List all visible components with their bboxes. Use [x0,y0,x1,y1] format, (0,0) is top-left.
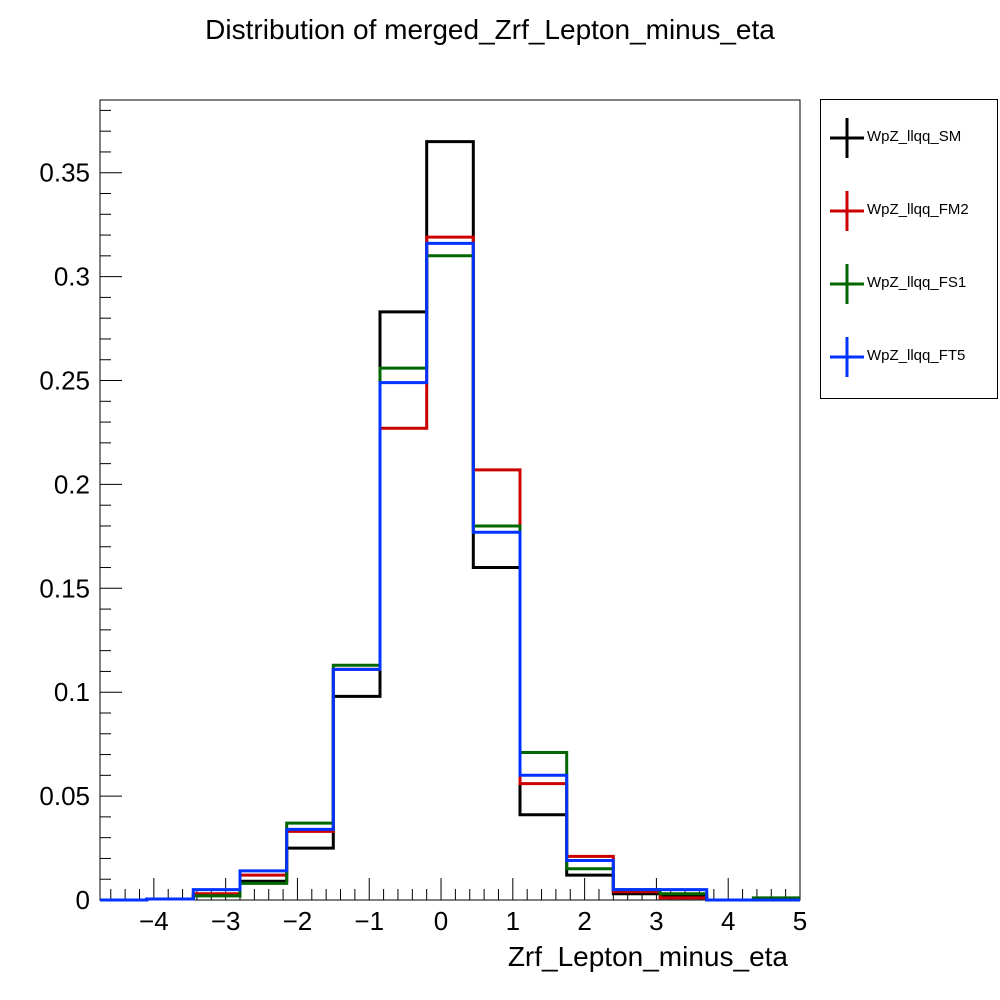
legend-marker [830,118,864,158]
x-tick-label: −3 [211,906,241,936]
x-axis-label: Zrf_Lepton_minus_eta [508,941,789,972]
series-line-3 [100,254,800,902]
chart-title: Distribution of merged_Zrf_Lepton_minus_… [205,14,775,45]
legend-label: WpZ_llqq_SM [867,128,962,145]
legend-marker [830,191,864,231]
legend-entry: WpZ_llqq_FM2 [821,191,997,231]
x-tick-label: −1 [354,906,384,936]
y-tick-label: 0.2 [54,469,90,499]
series-group [100,140,800,902]
legend-entry: WpZ_llqq_SM [821,118,997,158]
y-tick-label: 0.05 [39,781,90,811]
y-tick-label: 0.3 [54,262,90,292]
y-tick-label: 0.15 [39,573,90,603]
x-tick-label: −4 [139,906,169,936]
plot-frame [99,99,801,901]
x-tick-label: 3 [649,906,663,936]
y-tick-label: 0.25 [39,366,90,396]
legend-marker [830,337,864,377]
legend-marker [830,264,864,304]
y-axis: 0 0.05 0.1 0.15 0.2 0.25 0.3 0.35 [39,109,122,915]
legend-label: WpZ_llqq_FS1 [867,274,967,291]
x-tick-label: −2 [283,906,313,936]
legend-entry: WpZ_llqq_FS1 [821,264,997,304]
y-tick-label: 0 [76,885,90,915]
legend-label: WpZ_llqq_FT5 [867,347,966,364]
legend-label: WpZ_llqq_FM2 [867,201,969,218]
x-tick-label: 1 [506,906,520,936]
x-tick-label: 4 [721,906,735,936]
legend: WpZ_llqq_SM WpZ_llqq_FM2 WpZ_llqq_FS1 WpZ_l… [820,99,998,399]
legend-entry: WpZ_llqq_FT5 [821,337,997,377]
series-line-4 [100,241,800,902]
x-axis: −4 −3 −2 −1 0 1 2 3 4 5 [110,878,807,936]
x-tick-label: 0 [434,906,448,936]
series-line-2 [100,235,800,902]
y-tick-label: 0.1 [54,677,90,707]
x-tick-label: 5 [793,906,807,936]
y-tick-label: 0.35 [39,158,90,188]
x-tick-label: 2 [577,906,591,936]
